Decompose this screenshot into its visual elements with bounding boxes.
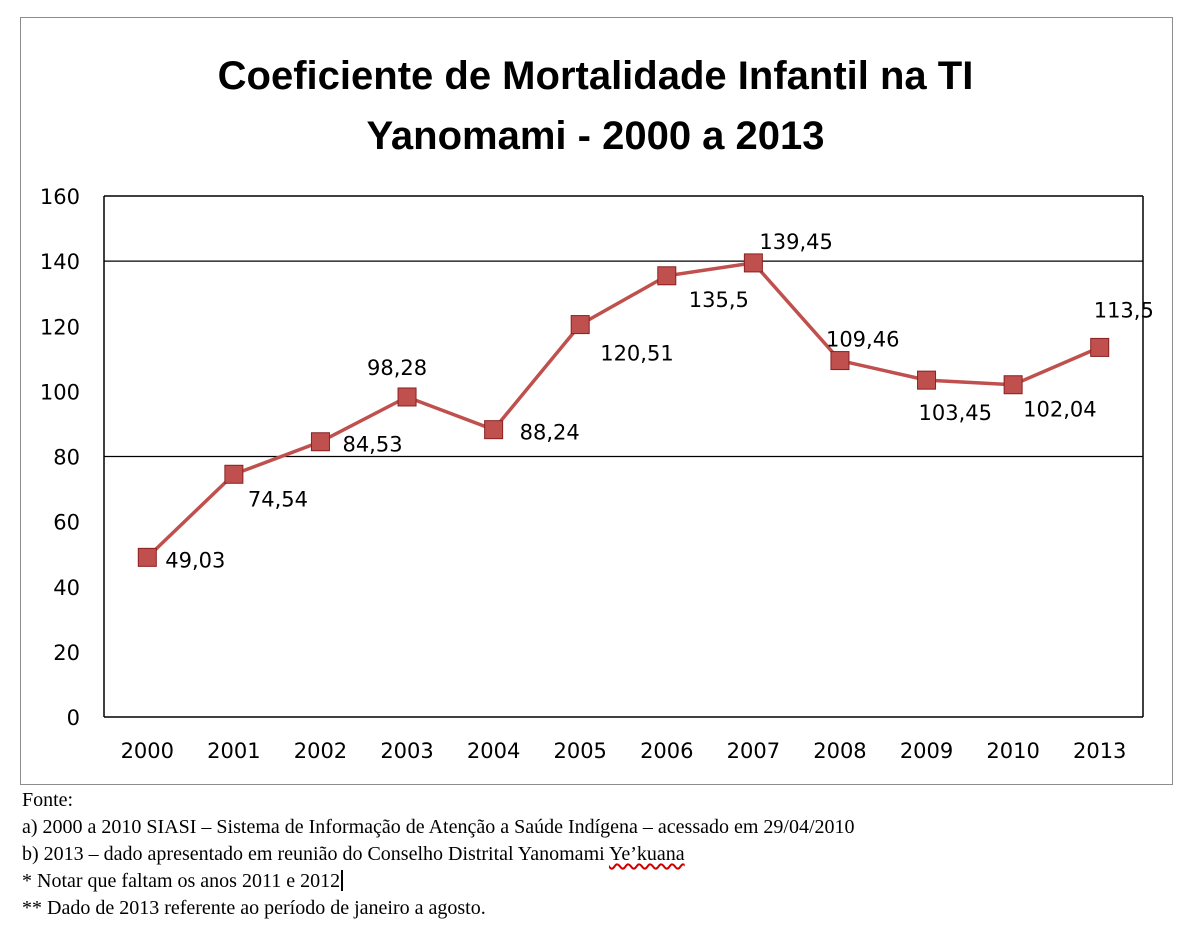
- note-missing-years: * Notar que faltam os anos 2011 e 2012: [22, 868, 1172, 895]
- data-point-marker: [484, 420, 504, 440]
- source-b: b) 2013 – dado apresentado em reunião do…: [22, 841, 1172, 868]
- source-b-text: b) 2013 – dado apresentado em reunião do…: [22, 843, 609, 865]
- y-tick-label: 120: [40, 315, 80, 339]
- y-tick-label: 0: [67, 706, 80, 730]
- note-2013-period: ** Dado de 2013 referente ao período de …: [22, 897, 486, 919]
- series-line: [146, 261, 1101, 559]
- data-label: 84,53: [342, 433, 402, 457]
- data-label: 49,03: [165, 548, 225, 572]
- data-point-marker: [1003, 375, 1023, 395]
- data-point-marker: [743, 253, 763, 273]
- x-tick-label: 2013: [1073, 739, 1126, 763]
- data-point-marker: [310, 432, 330, 452]
- y-tick-label: 20: [53, 641, 80, 665]
- data-label: 135,5: [689, 288, 749, 312]
- y-tick-label: 160: [40, 185, 80, 209]
- data-point-marker: [1090, 337, 1110, 357]
- source-a: a) 2000 a 2010 SIASI – Sistema de Inform…: [22, 816, 855, 838]
- y-tick-label: 60: [53, 511, 80, 535]
- source-b-word: Ye’kuana: [608, 843, 685, 865]
- data-label: 88,24: [520, 421, 580, 445]
- x-tick-label: 2000: [121, 739, 174, 763]
- data-point-marker: [830, 351, 850, 371]
- data-label: 113,5: [1094, 298, 1154, 322]
- data-label: 102,04: [1023, 398, 1096, 422]
- data-label: 103,45: [919, 401, 992, 425]
- chart-title-line-1: Coeficiente de Mortalidade Infantil na T…: [217, 54, 974, 98]
- chart-frame: [20, 17, 1173, 785]
- data-label: 139,45: [759, 230, 832, 254]
- x-tick-label: 2008: [813, 739, 866, 763]
- data-point-marker: [657, 266, 677, 286]
- y-tick-label: 140: [40, 250, 80, 274]
- data-point-marker: [917, 370, 937, 390]
- x-tick-label: 2010: [986, 739, 1039, 763]
- y-tick-label: 80: [53, 446, 80, 470]
- y-tick-label: 40: [53, 576, 80, 600]
- text-cursor: [341, 870, 344, 891]
- data-point-marker: [397, 387, 417, 407]
- data-label: 98,28: [367, 356, 427, 380]
- x-tick-label: 2003: [380, 739, 433, 763]
- x-tick-label: 2004: [467, 739, 520, 763]
- data-label: 74,54: [248, 487, 308, 511]
- x-tick-label: 2006: [640, 739, 693, 763]
- x-tick-label: 2002: [294, 739, 347, 763]
- footnotes: Fonte: a) 2000 a 2010 SIASI – Sistema de…: [22, 787, 1172, 922]
- source-heading: Fonte:: [22, 789, 74, 811]
- chart-title-line-2: Yanomami - 2000 a 2013: [366, 114, 825, 158]
- data-label: 109,46: [826, 328, 899, 352]
- data-point-marker: [570, 315, 590, 335]
- data-point-marker: [137, 547, 157, 567]
- data-point-marker: [224, 464, 244, 484]
- x-tick-label: 2007: [727, 739, 780, 763]
- x-tick-label: 2009: [900, 739, 953, 763]
- x-tick-label: 2005: [553, 739, 606, 763]
- y-tick-label: 100: [40, 380, 80, 404]
- note-missing-years-text: * Notar que faltam os anos 2011 e 2012: [22, 870, 341, 892]
- x-tick-label: 2001: [207, 739, 260, 763]
- data-label: 120,51: [600, 342, 673, 366]
